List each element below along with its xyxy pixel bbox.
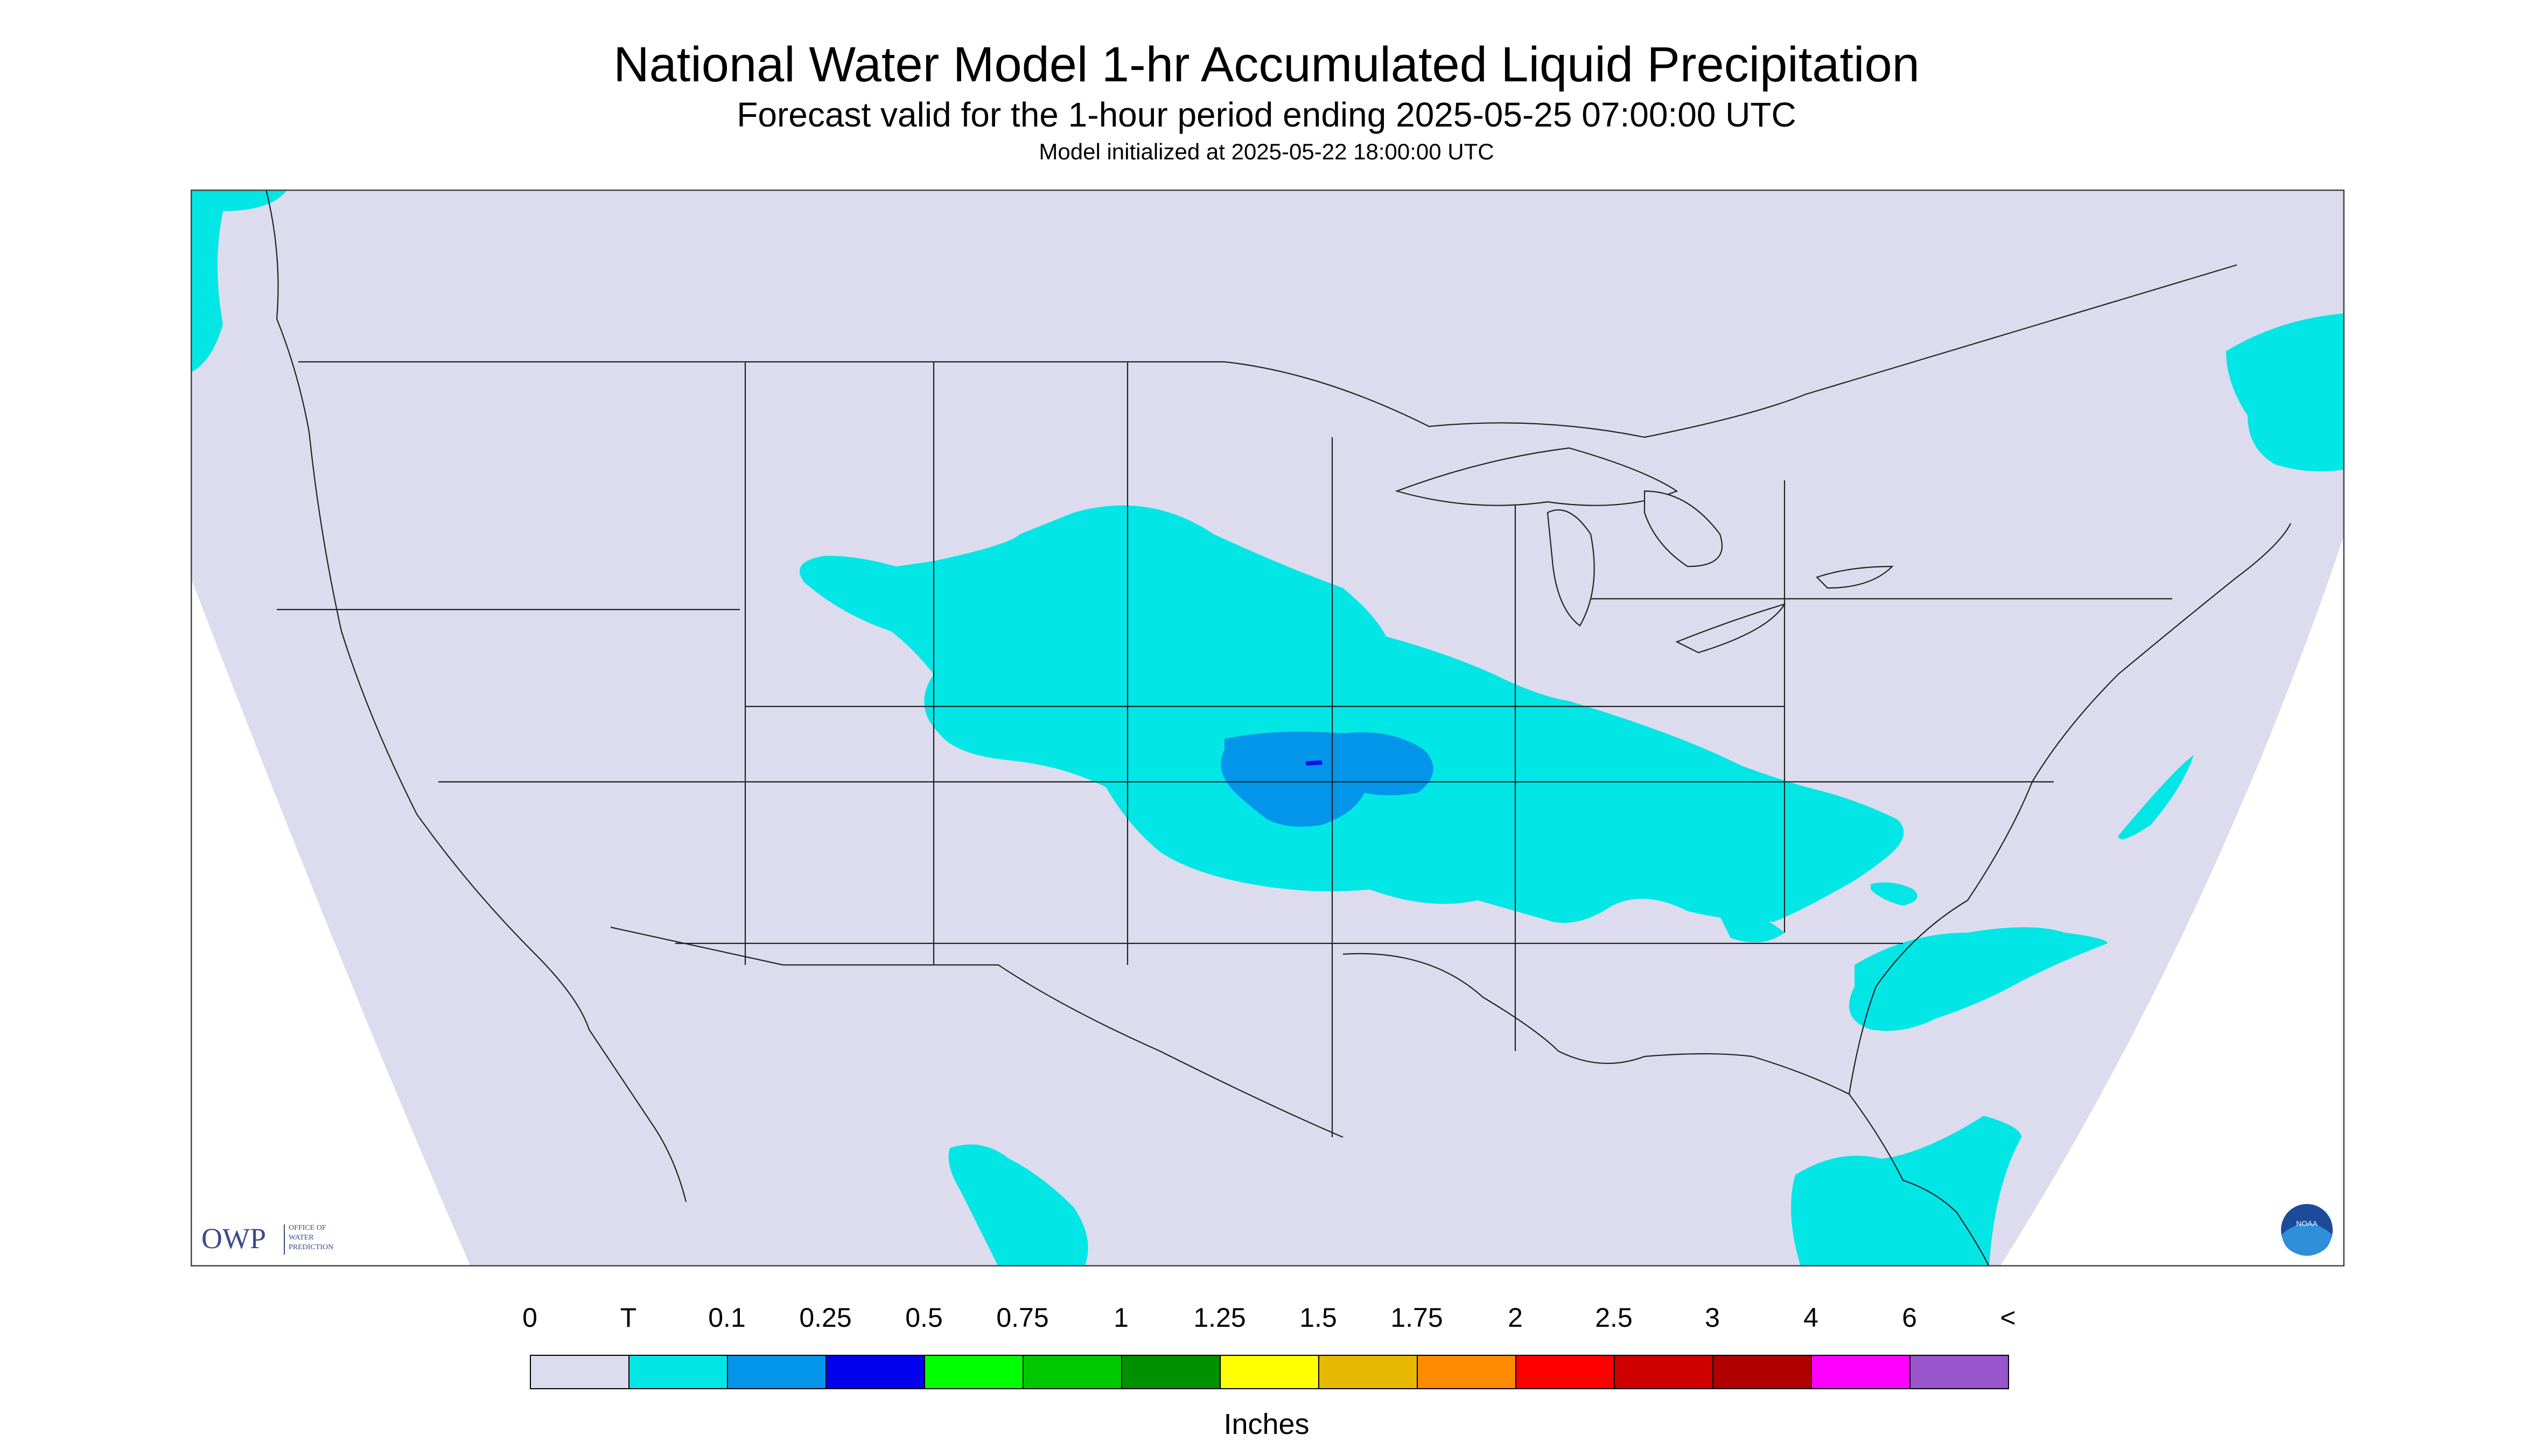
great-lakes xyxy=(1395,447,1894,654)
legend-label: 6 xyxy=(1902,1303,1917,1333)
lake-ontario xyxy=(1815,565,1894,589)
canada-border xyxy=(298,264,2237,438)
legend-label: 4 xyxy=(1803,1303,1818,1333)
legend-color-cell xyxy=(1712,1355,1812,1389)
legend-cells xyxy=(530,1355,2009,1389)
projection-edge-west xyxy=(191,577,471,1266)
precip-area-atlantic xyxy=(1849,927,2108,1031)
map-title: National Water Model 1-hr Accumulated Li… xyxy=(613,37,1920,92)
mexico-border xyxy=(610,926,1344,1138)
noaa-logo: NOAA xyxy=(2281,1204,2333,1256)
owp-logo-text: OWP xyxy=(201,1222,266,1255)
legend-color-cell xyxy=(1614,1355,1713,1389)
legend-labels: 0 T 0.1 0.25 0.5 0.75 1 1.25 1.5 1.75 2 … xyxy=(0,1302,2533,1340)
legend-label: 0.5 xyxy=(905,1303,943,1333)
precip-area-maritimes xyxy=(2226,313,2345,472)
legend-color-cell xyxy=(1023,1355,1122,1389)
lake-erie xyxy=(1675,603,1786,654)
legend-color-cell xyxy=(1318,1355,1418,1389)
legend-color-cell xyxy=(727,1355,827,1389)
state-boundaries xyxy=(265,190,2291,1266)
gulf-coastline xyxy=(1342,953,1990,1266)
noaa-logo-wave xyxy=(2282,1223,2332,1256)
map-frame xyxy=(191,190,2345,1266)
legend-label: 2 xyxy=(1508,1303,1523,1333)
owp-subtext-line-2: WATER xyxy=(289,1234,314,1242)
legend-colorbar xyxy=(530,1355,2009,1389)
legend-label: 2.5 xyxy=(1595,1303,1633,1333)
precip-trace-areas xyxy=(191,190,2345,1266)
legend-color-cell xyxy=(1909,1355,2009,1389)
legend-color-cell xyxy=(1515,1355,1615,1389)
projection-edge-east xyxy=(2000,534,2345,1266)
legend-color-cell xyxy=(628,1355,728,1389)
precip-area-kansas-oklahoma xyxy=(1221,731,1433,827)
legend-label: 0.75 xyxy=(996,1303,1049,1333)
legend-color-cell xyxy=(530,1355,629,1389)
lake-superior xyxy=(1395,447,1678,506)
legend-label: 0.25 xyxy=(799,1303,852,1333)
model-init-text: Model initialized at 2025-05-22 18:00:00… xyxy=(1039,139,1494,164)
legend-label: 1 xyxy=(1114,1303,1129,1333)
legend-label: 1.5 xyxy=(1299,1303,1337,1333)
legend-label: 0.1 xyxy=(708,1303,746,1333)
legend-color-cell xyxy=(1811,1355,1911,1389)
precip-area-peak xyxy=(1305,760,1323,766)
precip-area-gulf-bahamas xyxy=(1791,1116,2021,1266)
precip-light-areas xyxy=(1221,731,1433,827)
owp-subtext-line-1: OFFICE OF xyxy=(289,1224,326,1232)
legend-units: Inches xyxy=(1223,1408,1310,1440)
legend-label: 3 xyxy=(1705,1303,1720,1333)
lake-michigan xyxy=(1547,509,1595,627)
precip-moderate-areas xyxy=(1305,760,1323,766)
legend-color-cell xyxy=(1121,1355,1221,1389)
precip-area-offshore-east xyxy=(2118,755,2194,839)
precipitation-map: OWP OFFICE OF WATER PREDICTION NOAA xyxy=(191,190,2345,1266)
legend-label: 1.75 xyxy=(1390,1303,1443,1333)
west-coastline xyxy=(265,190,687,1202)
precip-area-central-plains xyxy=(800,505,1904,923)
legend-label: 0 xyxy=(522,1303,537,1333)
noaa-logo-text: NOAA xyxy=(2296,1219,2318,1228)
precip-area-georgia xyxy=(1720,913,1785,942)
map-subtitle: Forecast valid for the 1-hour period end… xyxy=(737,95,1796,134)
owp-logo: OWP OFFICE OF WATER PREDICTION xyxy=(201,1222,333,1255)
owp-subtext-line-3: PREDICTION xyxy=(289,1243,333,1251)
legend-color-cell xyxy=(924,1355,1024,1389)
lake-huron xyxy=(1643,490,1723,568)
legend-color-cell xyxy=(825,1355,925,1389)
legend-color-cell xyxy=(1417,1355,1516,1389)
legend-label: 1.25 xyxy=(1193,1303,1246,1333)
precip-area-mexico xyxy=(948,1144,1088,1266)
legend-color-cell xyxy=(1220,1355,1319,1389)
legend-label: < xyxy=(2000,1303,2016,1333)
precip-area-pacific-nw xyxy=(191,190,288,373)
legend-label: T xyxy=(620,1303,637,1333)
precip-area-carolina xyxy=(1871,882,1918,906)
